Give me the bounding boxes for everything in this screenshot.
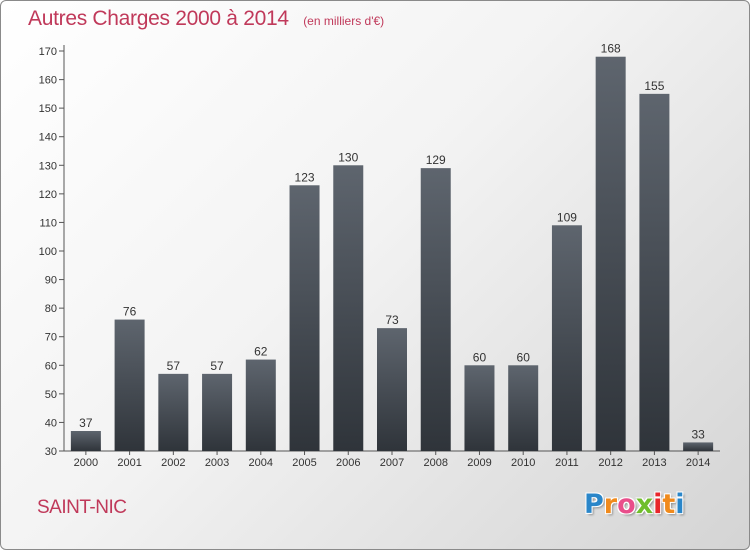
y-tick-label: 50 bbox=[45, 389, 57, 401]
chart-title-block: Autres Charges 2000 à 2014 (en milliers … bbox=[28, 7, 384, 31]
bar-value-label: 33 bbox=[691, 427, 705, 441]
bar-value-label: 130 bbox=[338, 150, 358, 164]
logo-letter: i bbox=[675, 489, 685, 520]
bar bbox=[377, 328, 407, 451]
y-tick-label: 110 bbox=[39, 217, 57, 229]
bar-value-label: 57 bbox=[210, 359, 224, 373]
bar bbox=[245, 359, 276, 451]
x-tick-label: 2014 bbox=[686, 457, 710, 469]
y-tick-label: 80 bbox=[45, 303, 57, 315]
bar bbox=[420, 168, 451, 451]
bar bbox=[158, 373, 189, 451]
chart-unit: (en milliers d'€) bbox=[303, 14, 385, 28]
x-tick-label: 2003 bbox=[205, 457, 229, 469]
x-tick-label: 2000 bbox=[74, 457, 98, 469]
logo-letter: P bbox=[584, 489, 604, 520]
bar bbox=[70, 431, 101, 451]
bar-value-label: 123 bbox=[295, 170, 315, 184]
bar bbox=[683, 442, 714, 451]
bar-value-label: 60 bbox=[473, 350, 487, 364]
logo-letter: r bbox=[603, 489, 618, 520]
bar bbox=[639, 93, 670, 451]
y-tick-label: 120 bbox=[39, 189, 57, 201]
bar-value-label: 129 bbox=[426, 153, 446, 167]
y-tick-label: 100 bbox=[39, 246, 57, 258]
bar-value-label: 76 bbox=[123, 305, 137, 319]
chart-labels: 37 76 57 57 62 123 130 73 129 60 60 109 168 155 33 bbox=[79, 42, 705, 442]
bar-value-label: 57 bbox=[167, 359, 181, 373]
bar-value-label: 155 bbox=[644, 79, 664, 93]
bar bbox=[289, 185, 320, 452]
x-tick-label: 2013 bbox=[642, 457, 666, 469]
logo-letter: t bbox=[662, 489, 676, 520]
bar-value-label: 37 bbox=[79, 416, 93, 430]
bar bbox=[551, 225, 582, 451]
bar bbox=[114, 319, 145, 451]
x-tick-label: 2001 bbox=[117, 457, 141, 469]
bar-value-label: 60 bbox=[517, 350, 531, 364]
x-tick-label: 2008 bbox=[423, 457, 447, 469]
y-tick-label: 90 bbox=[45, 275, 57, 287]
x-tick-label: 2010 bbox=[511, 457, 535, 469]
x-tick-label: 2004 bbox=[249, 457, 273, 469]
x-tick-label: 2006 bbox=[336, 457, 360, 469]
y-tick-label: 160 bbox=[39, 75, 57, 87]
bar bbox=[464, 365, 495, 451]
y-tick-label: 70 bbox=[45, 332, 57, 344]
x-tick-label: 2002 bbox=[161, 457, 185, 469]
commune-name: SAINT-NIC bbox=[37, 497, 127, 518]
y-tick-label: 140 bbox=[39, 132, 57, 144]
bar bbox=[508, 365, 539, 451]
x-tick-label: 2007 bbox=[380, 457, 404, 469]
y-tick-label: 130 bbox=[39, 160, 57, 172]
logo-letter: x bbox=[635, 489, 654, 520]
y-tick-label: 40 bbox=[45, 417, 57, 429]
y-tick-label: 170 bbox=[39, 46, 57, 58]
bar-value-label: 168 bbox=[601, 42, 621, 56]
bar bbox=[202, 373, 233, 451]
y-tick-label: 60 bbox=[45, 360, 57, 372]
chart-title: Autres Charges 2000 à 2014 bbox=[28, 7, 289, 30]
x-tick-label: 2011 bbox=[555, 457, 579, 469]
logo-letter: i bbox=[653, 489, 663, 520]
chart-bars bbox=[70, 56, 714, 452]
y-tick-label: 30 bbox=[45, 446, 57, 458]
bar bbox=[595, 56, 626, 451]
proxiti-logo: Proxiti bbox=[584, 489, 685, 520]
x-tick-label: 2009 bbox=[467, 457, 491, 469]
y-tick-label: 150 bbox=[39, 103, 57, 115]
bar bbox=[333, 165, 364, 452]
bar-value-label: 73 bbox=[385, 313, 399, 327]
x-tick-label: 2005 bbox=[292, 457, 316, 469]
logo-letter: o bbox=[617, 489, 636, 520]
x-tick-label: 2012 bbox=[598, 457, 622, 469]
bar-value-label: 62 bbox=[254, 345, 268, 359]
bar-value-label: 109 bbox=[557, 210, 577, 224]
